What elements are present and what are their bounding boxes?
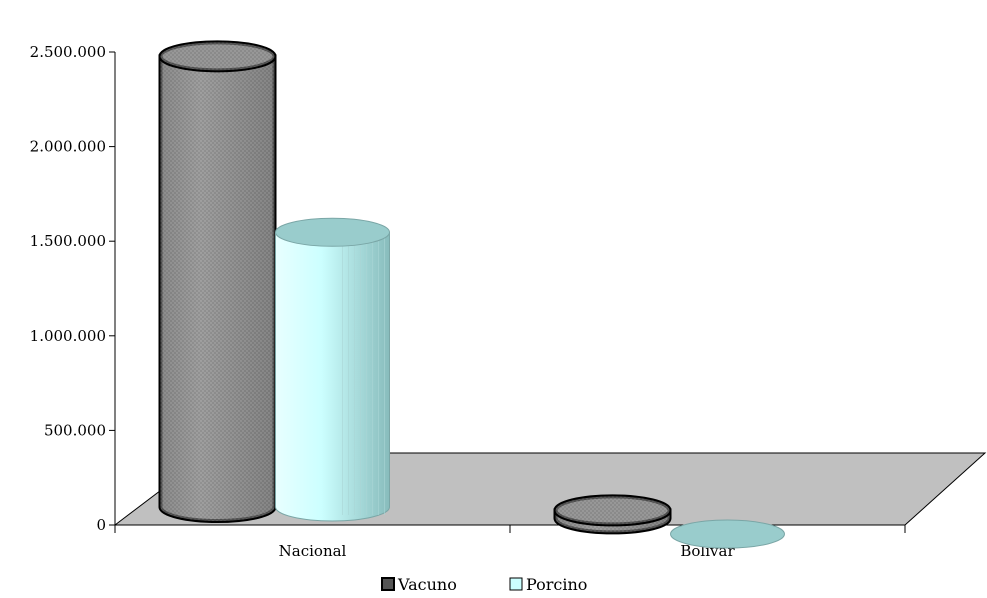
legend-label-vacuno: Vacuno: [397, 575, 457, 594]
y-tick-label: 2.500.000: [30, 43, 106, 61]
legend: Vacuno Porcino: [381, 575, 587, 594]
x-category-label: Nacional: [279, 542, 347, 560]
bar-vacuno-bolívar: [553, 494, 672, 535]
bar-cap-texture: [160, 42, 275, 71]
bar-porcino-bolívar: [670, 519, 785, 549]
bar-cap-texture: [555, 496, 670, 525]
x-axis: Nacional Bolívar: [114, 524, 906, 560]
y-tick-label: 2.000.000: [30, 138, 106, 156]
y-tick-label: 500.000: [44, 421, 106, 439]
y-tick-label: 1.000.000: [30, 327, 106, 345]
bar-vacuno-nacional: [158, 40, 277, 523]
bar-cap: [275, 217, 390, 247]
bar-porcino-nacional: [275, 217, 390, 522]
legend-swatch-porcino: [509, 577, 523, 591]
y-tick-label: 0: [96, 516, 106, 534]
legend-swatch-vacuno: [381, 577, 395, 591]
bar-cap: [670, 519, 785, 549]
y-tick-label: 1.500.000: [30, 232, 106, 250]
bars: [158, 40, 785, 549]
y-axis: 0 500.000 1.000.000 1.500.000 2.000.000 2.500…: [30, 43, 116, 534]
legend-label-porcino: Porcino: [526, 575, 587, 594]
bar-texture: [160, 56, 275, 521]
